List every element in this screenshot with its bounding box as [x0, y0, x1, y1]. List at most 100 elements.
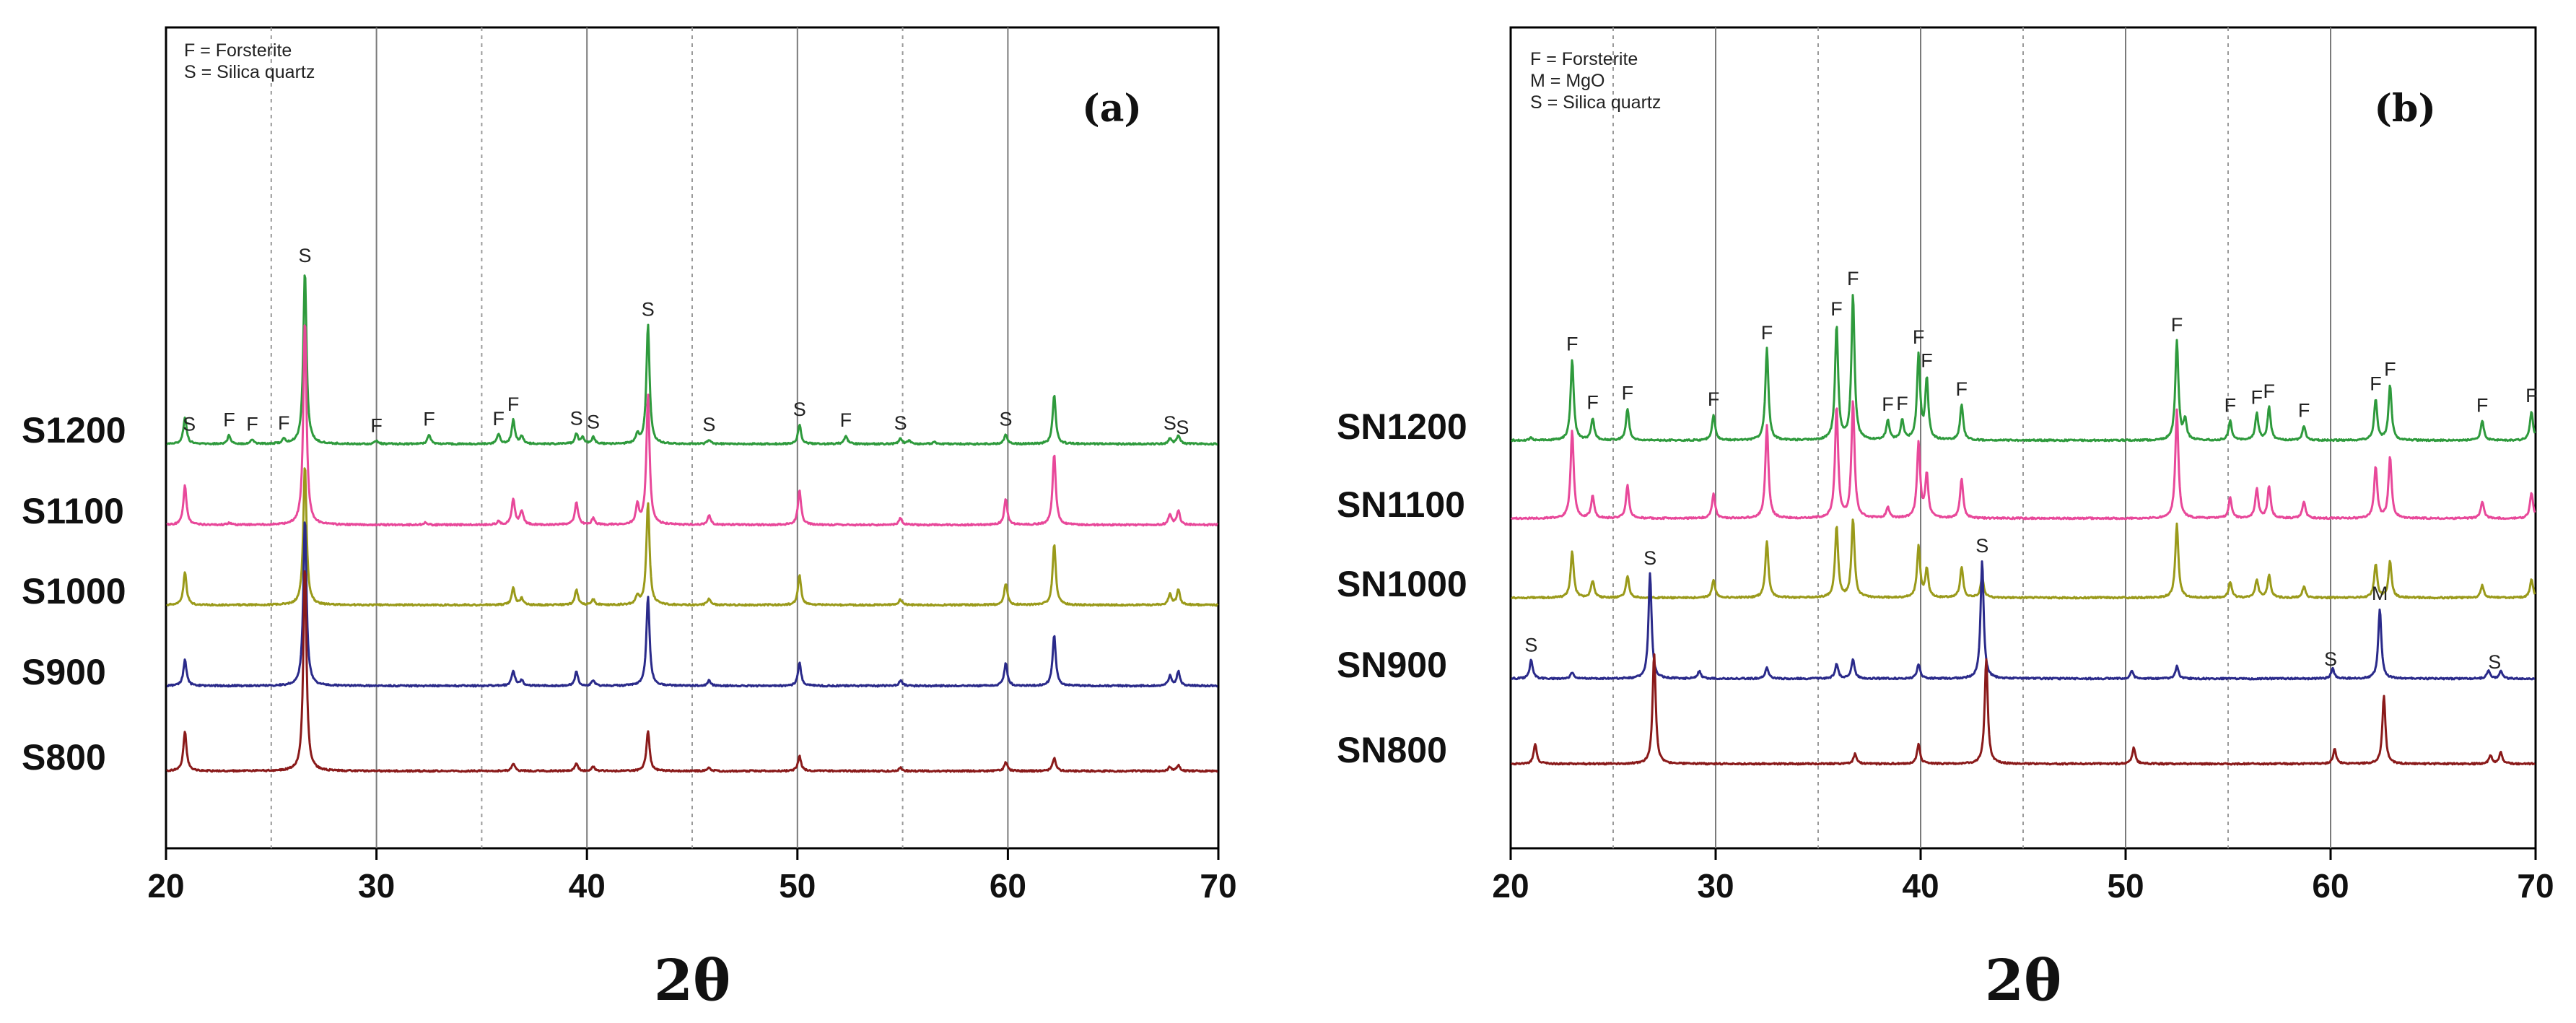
peak-mark-b-1: F: [1586, 391, 1599, 413]
peak-mark-b-23: S: [1975, 535, 1988, 557]
peak-mark-b-9: F: [1913, 326, 1925, 348]
x-tick-label-b-60: 60: [2312, 867, 2349, 905]
x-tick-label-a-70: 70: [1200, 867, 1236, 905]
peak-mark-b-2: F: [1622, 383, 1634, 404]
x-axis-label-a: 2θ: [654, 948, 730, 1014]
peak-mark-b-0: F: [1566, 333, 1579, 354]
traces-a: [165, 274, 1219, 773]
traces-b: [1510, 294, 2536, 766]
trace-s1000: [165, 467, 1219, 607]
peak-mark-b-24: S: [2324, 648, 2337, 670]
peak-mark-b-3: F: [1708, 388, 1720, 410]
peak-mark-b-16: F: [2298, 399, 2310, 421]
peak-mark-a-1: S: [642, 299, 655, 321]
sample-labels-a: S1200 S1100 S1000 S900 S800: [22, 410, 126, 778]
peak-mark-b-25: M: [2372, 583, 2388, 604]
sample-label-s1000: S1000: [22, 571, 126, 611]
gridlines-b: [1612, 27, 2331, 848]
peak-mark-a-3: F: [223, 409, 235, 431]
trace-s800: [165, 570, 1218, 773]
peak-mark-b-22: S: [1643, 547, 1656, 569]
peak-mark-a-18: S: [1176, 417, 1189, 438]
peak-mark-b-5: F: [1830, 298, 1843, 320]
peak-mark-a-14: F: [840, 409, 852, 431]
legend-line-b-2: S = Silica quartz: [1530, 92, 1661, 113]
peak-mark-b-26: S: [2488, 651, 2501, 673]
x-tick-label-a-40: 40: [569, 867, 606, 905]
sample-label-sn1100: SN1100: [1337, 484, 1465, 525]
trace-s900: [166, 521, 1218, 688]
peak-mark-a-2: S: [183, 414, 196, 435]
sample-label-sn900: SN900: [1337, 645, 1447, 685]
sample-label-sn800: SN800: [1337, 730, 1447, 770]
trace-sn800: [1511, 653, 2536, 766]
sample-label-s1200: S1200: [22, 410, 126, 450]
peak-mark-b-4: F: [1761, 322, 1773, 344]
legend-line-b-0: F = Forsterite: [1530, 49, 1638, 69]
peak-mark-a-17: S: [1163, 412, 1176, 434]
x-axis-label-b: 2θ: [1985, 948, 2061, 1014]
peak-mark-a-10: S: [570, 407, 583, 429]
legend-line-a-0: F = Forsterite: [184, 40, 292, 61]
sample-label-s1100: S1100: [22, 491, 124, 531]
chart-panel-a: SSS F F F F F FFS S SS F S S S S 20 30 40 50 60 70 S1200S1…: [22, 26, 1237, 1014]
peak-mark-b-19: F: [2476, 395, 2489, 417]
sample-label-sn1200: SN1200: [1337, 406, 1467, 447]
x-tick-label-a-50: 50: [779, 867, 816, 905]
peak-mark-b-20: F: [2525, 385, 2538, 406]
peak-mark-b-10: F: [1921, 349, 1933, 371]
peak-mark-a-9: F: [507, 393, 520, 415]
peak-mark-a-4: F: [246, 414, 258, 435]
peak-mark-a-16: S: [999, 408, 1012, 430]
peak-mark-a-7: F: [423, 408, 435, 430]
peak-mark-a-15: S: [894, 412, 907, 434]
peak-mark-b-21: S: [1524, 634, 1537, 656]
trace-sn1100: [1510, 400, 2536, 521]
peak-mark-a-11: S: [587, 411, 600, 432]
x-tick-label-b-20: 20: [1492, 867, 1529, 905]
peak-mark-b-7: F: [1882, 393, 1894, 415]
legend-line-a-1: S = Silica quartz: [184, 62, 315, 82]
panel-label-b: (b): [2374, 87, 2436, 131]
peak-mark-b-13: F: [2224, 394, 2237, 416]
peak-mark-a-13: S: [793, 399, 806, 420]
peak-mark-b-8: F: [1896, 393, 1908, 414]
x-tick-label-b-40: 40: [1902, 867, 1939, 905]
sample-label-sn1000: SN1000: [1337, 564, 1467, 604]
x-tick-label-b-50: 50: [2107, 867, 2144, 905]
x-tick-label-a-20: 20: [147, 867, 184, 905]
peak-mark-a-12: S: [702, 414, 715, 435]
peak-mark-b-18: F: [2384, 359, 2396, 380]
trace-s1100: [166, 324, 1218, 527]
sample-label-s900: S900: [22, 652, 106, 692]
panel-label-a: (a): [1082, 87, 1142, 131]
legend-line-b-1: M = MgO: [1530, 71, 1605, 91]
x-axis-ticks-b: 20 30 40 50 60 70: [1492, 848, 2554, 905]
sample-label-s800: S800: [22, 737, 106, 778]
peak-mark-a-5: F: [278, 412, 290, 434]
trace-sn1000: [1510, 518, 2536, 600]
trace-sn900: [1511, 560, 2536, 681]
x-tick-label-a-30: 30: [358, 867, 395, 905]
peak-mark-b-14: F: [2251, 386, 2263, 408]
x-axis-ticks-a: 20 30 40 50 60 70: [147, 848, 1237, 905]
peak-mark-a-8: F: [492, 408, 505, 430]
peak-annotations-a: SSS F F F F F FFS S SS F S S S S: [183, 245, 1189, 438]
trace-sn1200: [1510, 294, 2536, 443]
peak-mark-b-6: F: [1847, 268, 1859, 290]
peak-mark-b-12: F: [2171, 314, 2183, 336]
sample-labels-b: SN1200 SN1100 SN1000 SN900 SN800: [1337, 406, 1467, 770]
plot-frame-a: [165, 26, 1220, 850]
trace-s1200: [166, 274, 1218, 446]
peak-mark-b-11: F: [1956, 378, 1968, 400]
x-tick-label-b-70: 70: [2517, 867, 2554, 905]
x-tick-label-b-30: 30: [1697, 867, 1734, 905]
peak-mark-b-17: F: [2370, 373, 2382, 395]
peak-mark-a-6: F: [370, 414, 383, 436]
peak-mark-a-0: S: [298, 245, 311, 266]
x-tick-label-a-60: 60: [990, 867, 1026, 905]
peak-mark-b-15: F: [2263, 380, 2276, 402]
